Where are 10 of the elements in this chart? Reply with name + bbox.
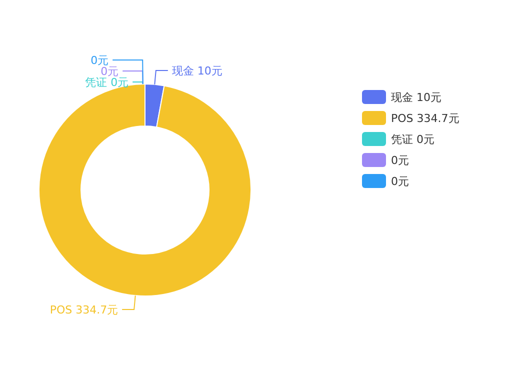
slice-label: POS 334.7元 [50, 304, 118, 316]
legend-label: POS 334.7元 [391, 112, 460, 125]
text: 0元 [391, 175, 409, 188]
legend-label: 凭证 0元 [391, 133, 434, 146]
text: 0元 [391, 154, 409, 167]
legend-label: 现金 10元 [391, 91, 442, 104]
category-label: 凭证 0元 [85, 76, 129, 89]
text: 0元 [100, 65, 119, 78]
text: 0元 [90, 54, 109, 67]
slice-label: 现金 10元 [172, 64, 222, 78]
